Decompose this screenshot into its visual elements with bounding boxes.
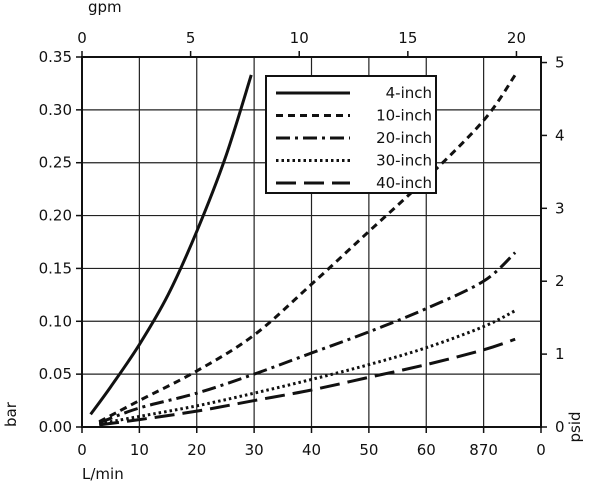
x-axis-title: L/min xyxy=(82,465,124,483)
x-tick-label: 40 xyxy=(302,441,321,459)
x-tick-label: 30 xyxy=(245,441,264,459)
series-line-4-inch xyxy=(89,74,253,416)
legend-label-20-inch: 20-inch xyxy=(376,129,432,147)
tick-labels: 0 10 20 30 40 50 60 870 00 5 10 15 200.000.050.100.1… xyxy=(39,29,565,459)
y-tick-label: 0.05 xyxy=(39,365,72,383)
x2-tick-label: 15 xyxy=(398,29,417,47)
series-line-10-inch xyxy=(98,74,517,424)
y-tick-label: 0.15 xyxy=(39,259,72,277)
legend-label-30-inch: 30-inch xyxy=(376,152,432,170)
y2-tick-label: 2 xyxy=(555,272,565,290)
grid xyxy=(82,57,541,427)
legend-label-40-inch: 40-inch xyxy=(376,174,432,192)
y2-tick-label: 5 xyxy=(555,54,565,72)
legend-box xyxy=(265,75,437,194)
x-tick-label: 0 xyxy=(536,441,546,459)
y-tick-label: 0.30 xyxy=(39,101,72,119)
y-tick-label: 0.25 xyxy=(39,154,72,172)
x2-tick-label: 10 xyxy=(290,29,309,47)
x2-tick-label: 0 xyxy=(77,29,87,47)
y-tick-label: 0.35 xyxy=(39,48,72,66)
x-tick-label: 870 xyxy=(469,441,498,459)
x-tick-label: 50 xyxy=(359,441,378,459)
x-tick-label: 20 xyxy=(187,441,206,459)
y2-tick-label: 4 xyxy=(555,126,565,144)
y-axis-title: bar xyxy=(2,401,20,427)
y-tick-label: 0.20 xyxy=(39,207,72,225)
axes xyxy=(76,51,547,433)
x2-tick-label: 5 xyxy=(186,29,196,47)
y2-axis-title: psid xyxy=(566,411,584,442)
x-tick-label: 60 xyxy=(417,441,436,459)
y2-tick-label: 1 xyxy=(555,345,565,363)
y2-tick-label: 3 xyxy=(555,199,565,217)
legend: 4-inch 10-inch 20-inch 30-inch 40-inch xyxy=(265,75,437,194)
y-tick-label: 0.10 xyxy=(39,312,72,330)
series-line-30-inch xyxy=(98,309,516,426)
y2-tick-label: 0 xyxy=(555,418,565,436)
series-lines xyxy=(89,74,517,427)
x2-axis-title: gpm xyxy=(88,0,122,16)
x-tick-label: 0 xyxy=(77,441,87,459)
series-line-20-inch xyxy=(98,251,517,425)
y-tick-label: 0.00 xyxy=(39,418,72,436)
series-line-40-inch xyxy=(99,337,516,427)
x2-tick-label: 20 xyxy=(507,29,526,47)
legend-label-10-inch: 10-inch xyxy=(376,107,432,125)
x-tick-label: 10 xyxy=(130,441,149,459)
legend-label-4-inch: 4-inch xyxy=(386,84,432,102)
